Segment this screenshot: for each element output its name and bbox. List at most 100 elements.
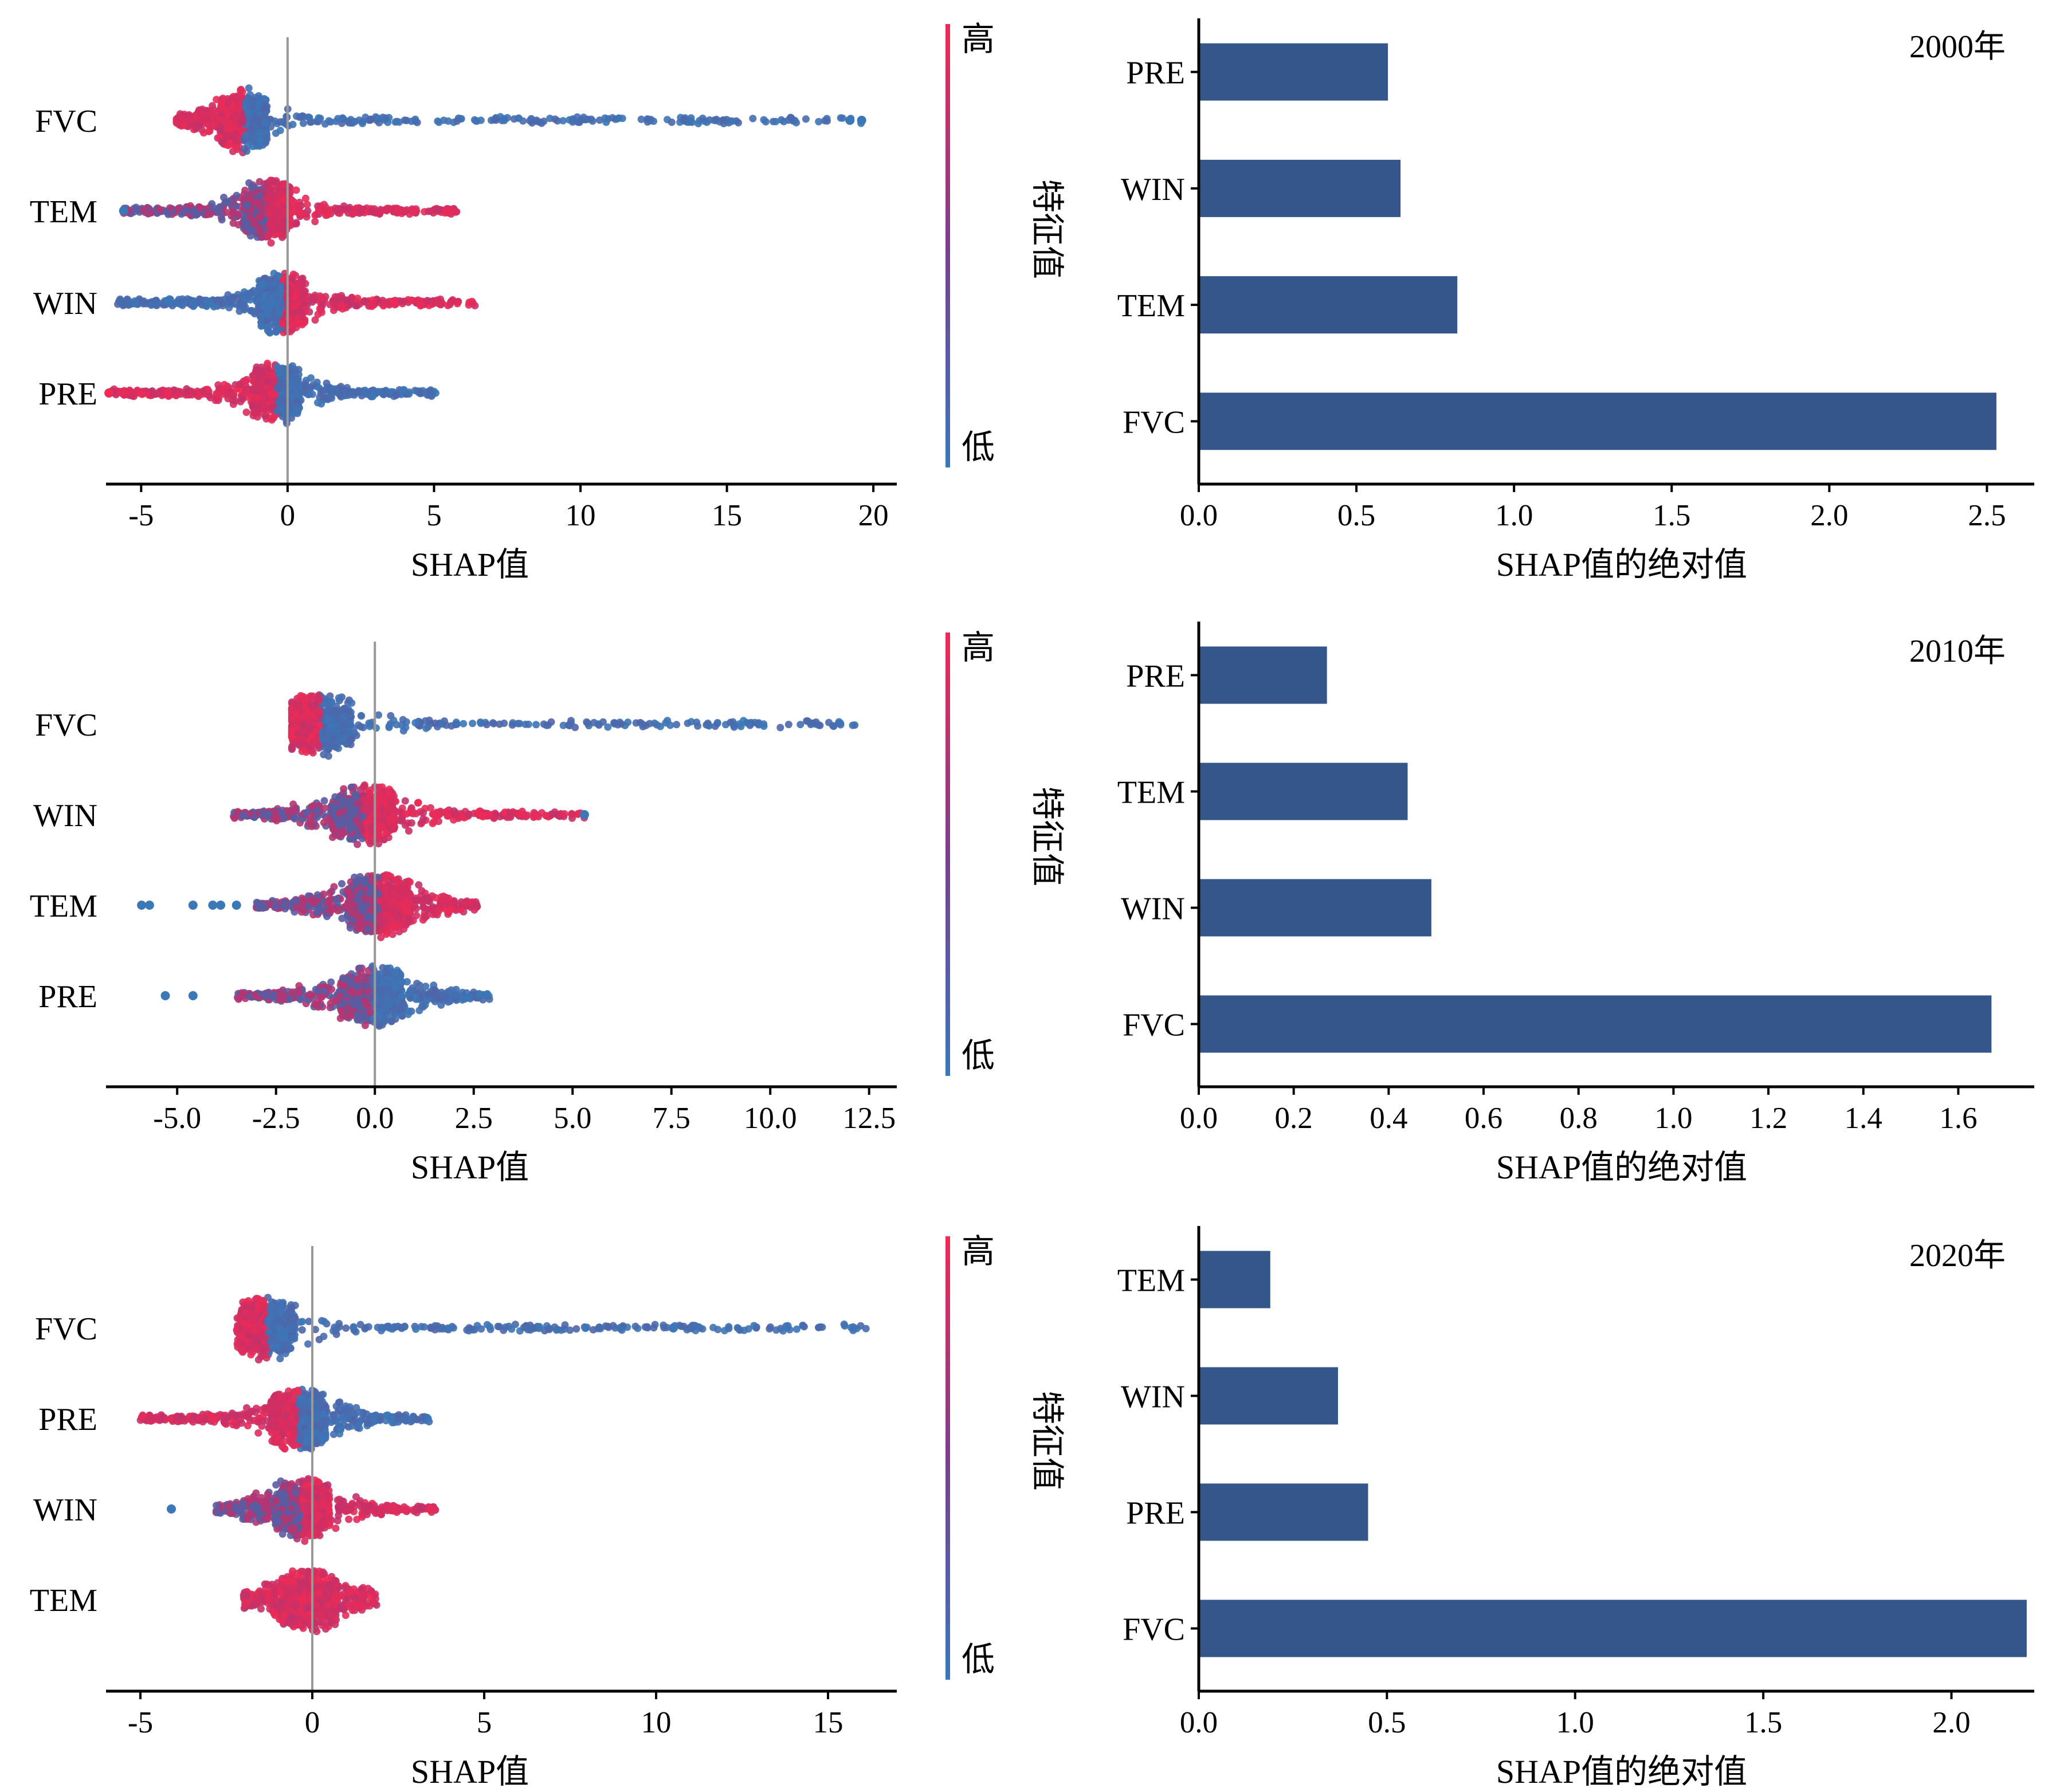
shap-point: [117, 298, 125, 306]
shap-point: [278, 233, 286, 241]
shap-point: [247, 125, 254, 133]
shap-point: [118, 388, 126, 396]
shap-point: [653, 721, 661, 729]
shap-point: [155, 389, 163, 397]
shap-point: [152, 297, 160, 304]
shap-point: [417, 302, 425, 310]
bar-win: [1199, 159, 1401, 217]
shap-point: [453, 117, 461, 125]
shap-point: [140, 206, 148, 214]
feature-tem-points: [119, 176, 461, 247]
shap-point: [278, 210, 286, 218]
shap-point: [838, 114, 846, 122]
shap-point: [311, 218, 319, 226]
shap-point: [776, 724, 784, 732]
shap-point: [399, 386, 407, 394]
shap-point: [482, 721, 491, 729]
shap-point: [221, 117, 229, 125]
shap-point: [411, 719, 419, 727]
shap-point: [308, 738, 316, 746]
shap-point: [233, 146, 241, 154]
shap-point: [392, 391, 400, 399]
shap-point: [239, 118, 247, 126]
shap-point: [199, 387, 207, 395]
shap-point: [693, 718, 701, 726]
shap-point: [295, 366, 303, 374]
shap-point: [325, 117, 333, 125]
feature-fvc-points: [288, 691, 859, 760]
shap-point: [431, 719, 440, 727]
shap-point: [797, 721, 805, 729]
shap-point: [510, 115, 518, 123]
shap-point: [411, 387, 419, 395]
shap-point: [313, 709, 321, 717]
shap-point: [823, 115, 831, 123]
shap-point: [315, 114, 323, 122]
shap-point: [243, 201, 251, 209]
shap-point: [220, 106, 228, 114]
shap-point: [427, 392, 435, 400]
shap-point: [735, 119, 742, 127]
shap-point: [274, 325, 282, 333]
shap-point: [310, 293, 318, 301]
shap-point: [265, 209, 272, 217]
shap-point: [283, 403, 291, 411]
shap-point: [347, 391, 355, 398]
shap-point: [470, 116, 478, 124]
shap-point: [311, 316, 319, 324]
shap-point: [448, 297, 456, 305]
shap-point: [263, 316, 271, 324]
shap-point: [249, 402, 257, 410]
shap-point: [164, 298, 172, 306]
shap-point: [849, 721, 857, 729]
shap-point: [368, 300, 376, 308]
x-tick-label: 1.0: [1495, 499, 1533, 532]
shap-point: [301, 194, 309, 202]
shap-point: [193, 123, 200, 131]
shap-point: [256, 137, 264, 145]
shap-point: [584, 719, 592, 727]
feature-win-points: [230, 781, 589, 848]
shap-point: [319, 736, 327, 744]
shap-point: [185, 391, 193, 399]
x-tick-label: 10: [566, 499, 596, 532]
shap-point: [784, 721, 792, 729]
shap-point: [242, 387, 250, 395]
category-label: WIN: [1121, 172, 1185, 207]
shap-point: [260, 95, 268, 103]
shap-point: [297, 307, 304, 315]
shap-point: [317, 306, 325, 313]
shap-point: [288, 745, 296, 753]
shap-point: [778, 116, 785, 124]
shap-point: [218, 98, 226, 106]
shap-point: [314, 399, 321, 407]
shap-point: [303, 706, 311, 714]
shap-point: [632, 719, 640, 727]
shap-point: [684, 720, 692, 727]
shap-point: [290, 409, 298, 417]
shap-point: [324, 752, 332, 760]
shap-point: [348, 699, 356, 707]
shap-point: [390, 716, 398, 724]
shap-point: [267, 221, 275, 229]
shap-point: [401, 208, 409, 216]
shap-point: [187, 116, 195, 124]
shap-point: [532, 721, 540, 729]
colorbar-low-label: 低: [962, 429, 995, 466]
shap-point: [181, 206, 189, 214]
shap-point: [637, 115, 645, 123]
shap-point: [727, 718, 735, 726]
shap-point: [787, 113, 795, 121]
shap-point: [540, 720, 548, 728]
shap-point: [241, 145, 249, 153]
shap-point: [332, 207, 340, 215]
shap-point: [206, 297, 214, 305]
shap-point: [448, 207, 456, 215]
shap-point: [380, 301, 388, 308]
shap-point: [255, 202, 263, 210]
shap-point: [347, 736, 355, 744]
shap-point: [336, 391, 344, 399]
shap-point: [234, 95, 242, 103]
shap-point: [223, 391, 232, 399]
